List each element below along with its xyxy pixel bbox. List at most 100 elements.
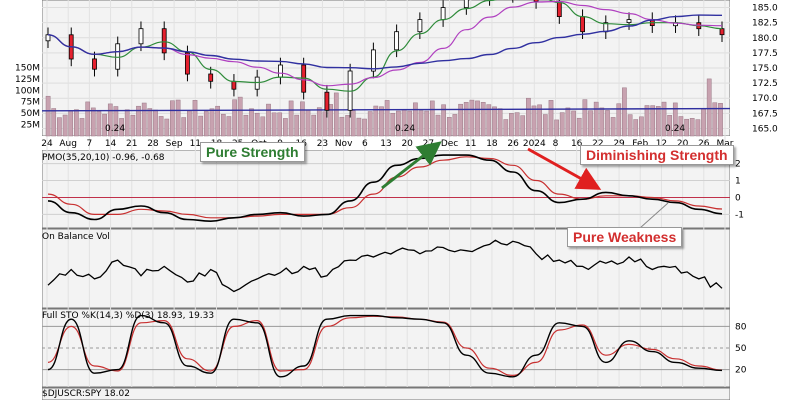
ma-green-line — [47, 0, 723, 92]
volume-bar — [537, 104, 542, 137]
volume-bar — [260, 116, 266, 137]
volume-bar — [678, 116, 684, 137]
date-tick-label: 2024 — [523, 139, 546, 149]
date-tick-label: 28 — [147, 139, 159, 149]
volume-bar — [650, 105, 656, 137]
candle-body — [533, 0, 539, 2]
candle-body — [394, 31, 400, 51]
volume-bar — [158, 116, 164, 137]
volume-bar — [509, 113, 514, 137]
volume-bar — [548, 100, 554, 137]
volume-bar — [520, 115, 526, 137]
volume-bar — [554, 119, 559, 137]
volume-bar — [486, 104, 492, 137]
volume-bar — [633, 119, 639, 137]
candle-body — [208, 73, 214, 82]
volume-bar — [712, 102, 718, 137]
volume-bar — [718, 103, 723, 137]
obv-line — [47, 239, 723, 293]
volume-bar — [198, 115, 204, 137]
volume-bar — [616, 103, 622, 137]
volume-bar — [68, 110, 74, 137]
volume-bar — [475, 100, 480, 137]
date-tick-label: 26 — [698, 139, 710, 149]
volume-tick-label: 25M — [21, 121, 40, 131]
date-tick-label: 14 — [105, 139, 117, 149]
volume-bar — [458, 103, 463, 137]
candle-body — [92, 58, 97, 70]
sto-k-line — [47, 314, 723, 378]
volume-bar — [582, 99, 588, 137]
volume-bar — [153, 109, 158, 137]
date-tick-label: Feb — [632, 139, 648, 149]
date-tick-label: 16 — [571, 139, 583, 149]
volume-bars — [41, 78, 731, 137]
volume-bar — [181, 117, 187, 137]
volume-bar — [526, 97, 531, 137]
candle-body — [231, 80, 237, 90]
candle-body — [719, 28, 725, 36]
price-tick-label: 172.5 — [752, 79, 778, 89]
volume-bar — [396, 110, 401, 137]
volume-bar — [706, 78, 712, 137]
volume-tick-label: 125M — [15, 75, 40, 85]
obv-legend: On Balance Vol — [42, 232, 110, 242]
volume-bar — [345, 115, 350, 137]
candle-body — [184, 52, 190, 75]
volume-bar — [102, 113, 107, 137]
volume-bar — [277, 112, 283, 137]
volume-bar — [503, 119, 509, 137]
candle-body — [161, 28, 167, 54]
candle-body — [440, 7, 446, 21]
price-tick-label: 175.0 — [752, 64, 778, 74]
volume-bar — [316, 107, 322, 137]
arrow-diminishing-strength — [527, 147, 602, 190]
volume-bar — [271, 112, 277, 137]
volume-bar — [254, 112, 260, 137]
candle-body — [417, 19, 423, 33]
price-tick-label: 185.0 — [752, 4, 778, 14]
volume-bar — [413, 102, 418, 137]
candle-body — [138, 28, 144, 45]
volume-bar — [497, 108, 503, 137]
volume-bar — [695, 119, 701, 137]
volume-bar — [384, 100, 390, 137]
volume-bar — [610, 117, 616, 137]
volume-bar — [322, 111, 328, 137]
volume-bar — [328, 104, 333, 137]
candle-body — [45, 34, 51, 42]
volume-bar — [283, 118, 288, 137]
volume-bar — [311, 114, 317, 137]
annotation-pure-strength: Pure Strength — [200, 142, 305, 162]
volume-bar — [435, 114, 441, 137]
volume-bar — [243, 114, 249, 137]
volume-bar — [492, 106, 497, 137]
sto-legend: Full STO %K(14,3) %D(3) 18.93, 19.33 — [42, 311, 214, 321]
volume-bar — [300, 101, 305, 137]
volume-bar — [124, 109, 130, 137]
volume-bar — [627, 114, 633, 137]
date-tick-label: Mar — [717, 139, 734, 149]
candle-body — [115, 43, 121, 70]
volume-bar — [684, 118, 689, 137]
volume-bar — [356, 117, 362, 137]
volume-bar — [170, 100, 175, 137]
pmo-tick-label: 0 — [735, 193, 741, 203]
date-tick-label: Sep — [166, 139, 183, 149]
ma-long-line — [47, 14, 723, 70]
date-tick-label: 23 — [317, 139, 328, 149]
volume-tick-label: 50M — [21, 109, 40, 119]
date-tick-label: 20 — [677, 139, 689, 149]
pmo-tick-label: 2 — [735, 160, 741, 170]
candle-body — [324, 91, 330, 111]
ratio-legend: $DJUSCR:SPY 18.02 — [42, 389, 130, 399]
date-tick-label: 21 — [126, 139, 137, 149]
sto-tick-label: 80 — [735, 322, 747, 332]
volume-bar — [446, 117, 452, 137]
volume-bar — [644, 105, 650, 137]
date-tick-label: 13 — [380, 139, 391, 149]
candle-body — [463, 0, 469, 9]
volume-bar — [588, 110, 593, 137]
